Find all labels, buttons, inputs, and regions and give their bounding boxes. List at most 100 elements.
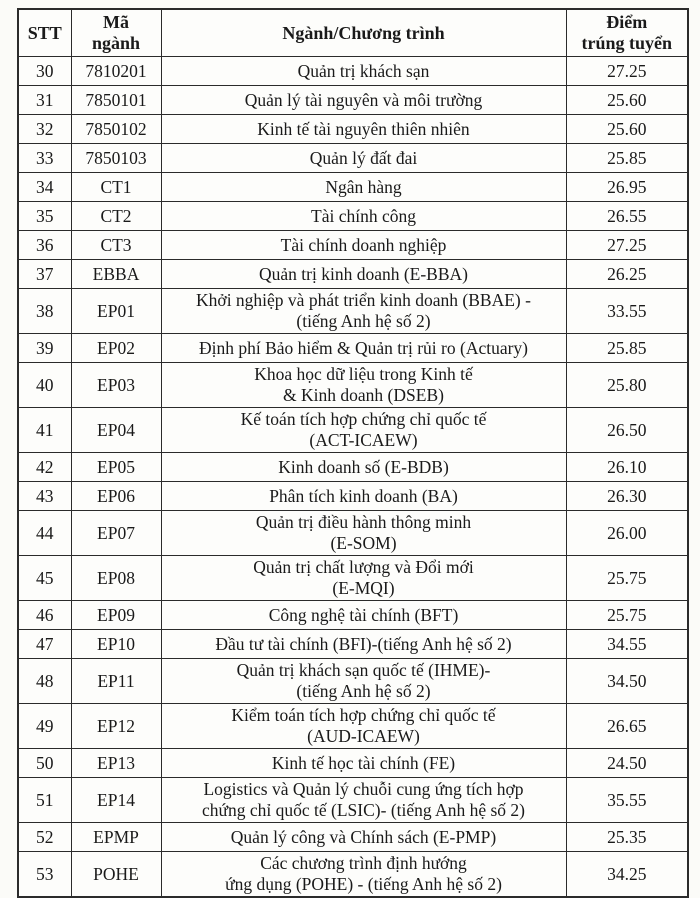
row-program-cell: Đầu tư tài chính (BFI)-(tiếng Anh hệ số …	[160, 629, 567, 659]
row-program-cell: Quản lý đất đai	[160, 143, 567, 173]
row-stt-cell: 33	[17, 143, 72, 173]
row-stt-cell: 45	[17, 555, 72, 601]
table-row: 53 POHE Các chương trình định hướng ứng dụ…	[17, 851, 689, 898]
row-code-cell: 7850103	[70, 143, 162, 173]
row-code-cell: CT2	[70, 201, 162, 231]
row-stt-cell: 36	[17, 230, 72, 260]
row-score-cell: 26.10	[565, 452, 689, 482]
row-score-cell: 27.25	[565, 230, 689, 260]
table-row: 41 EP04 Kế toán tích hợp chứng chỉ quốc tế…	[17, 407, 689, 453]
row-score-cell: 25.80	[565, 362, 689, 408]
row-program-cell: Quản trị kinh doanh (E-BBA)	[160, 259, 567, 289]
row-code-cell: EP03	[70, 362, 162, 408]
row-score-cell: 25.75	[565, 555, 689, 601]
row-stt-cell: 42	[17, 452, 72, 482]
row-stt-cell: 47	[17, 629, 72, 659]
row-stt-cell: 49	[17, 703, 72, 749]
row-program-cell: Kế toán tích hợp chứng chỉ quốc tế (ACT-…	[160, 407, 567, 453]
row-program-cell: Quản trị chất lượng và Đổi mới (E-MQI)	[160, 555, 567, 601]
row-program-cell: Quản lý công và Chính sách (E-PMP)	[160, 822, 567, 852]
row-score-cell: 25.60	[565, 85, 689, 115]
row-stt-cell: 52	[17, 822, 72, 852]
row-stt-cell: 43	[17, 481, 72, 511]
row-program-cell: Quản trị khách sạn quốc tế (IHME)- (tiến…	[160, 658, 567, 704]
table-row: 50 EP13 Kinh tế học tài chính (FE) 24.50	[17, 748, 689, 778]
row-score-cell: 34.50	[565, 658, 689, 704]
table-row: 36 CT3 Tài chính doanh nghiệp 27.25	[17, 230, 689, 260]
table-row: 46 EP09 Công nghệ tài chính (BFT) 25.75	[17, 600, 689, 630]
row-code-cell: CT3	[70, 230, 162, 260]
header-row: STT Mã ngành Ngành/Chương trình Điểm trú…	[17, 8, 689, 57]
row-stt-cell: 38	[17, 288, 72, 334]
row-program-cell: Kinh tế học tài chính (FE)	[160, 748, 567, 778]
table-row: 34 CT1 Ngân hàng 26.95	[17, 172, 689, 202]
row-code-cell: EP13	[70, 748, 162, 778]
table-row: 44 EP07 Quản trị điều hành thông minh (E-S…	[17, 510, 689, 556]
row-stt-cell: 53	[17, 851, 72, 898]
row-code-cell: EP01	[70, 288, 162, 334]
row-stt-cell: 41	[17, 407, 72, 453]
table-row: 31 7850101 Quản lý tài nguyên và môi trườn…	[17, 85, 689, 115]
row-program-cell: Định phí Bảo hiểm & Quản trị rủi ro (Act…	[160, 333, 567, 363]
row-score-cell: 27.25	[565, 56, 689, 86]
table-row: 30 7810201 Quản trị khách sạn 27.25	[17, 56, 689, 86]
table-row: 42 EP05 Kinh doanh số (E-BDB) 26.10	[17, 452, 689, 482]
row-stt-cell: 32	[17, 114, 72, 144]
row-score-cell: 33.55	[565, 288, 689, 334]
row-program-cell: Logistics và Quản lý chuỗi cung ứng tích…	[160, 777, 567, 823]
table-row: 37 EBBA Quản trị kinh doanh (E-BBA) 26.25	[17, 259, 689, 289]
row-score-cell: 25.85	[565, 333, 689, 363]
header-program: Ngành/Chương trình	[160, 8, 567, 57]
table-row: 47 EP10 Đầu tư tài chính (BFI)-(tiếng Anh …	[17, 629, 689, 659]
admission-scores-table: STT Mã ngành Ngành/Chương trình Điểm trú…	[17, 8, 689, 898]
row-code-cell: POHE	[70, 851, 162, 898]
row-code-cell: EP11	[70, 658, 162, 704]
row-score-cell: 26.00	[565, 510, 689, 556]
row-score-cell: 26.65	[565, 703, 689, 749]
row-code-cell: EP06	[70, 481, 162, 511]
row-score-cell: 26.25	[565, 259, 689, 289]
table-row: 33 7850103 Quản lý đất đai 25.85	[17, 143, 689, 173]
row-program-cell: Phân tích kinh doanh (BA)	[160, 481, 567, 511]
row-stt-cell: 44	[17, 510, 72, 556]
row-score-cell: 25.85	[565, 143, 689, 173]
table-row: 43 EP06 Phân tích kinh doanh (BA) 26.30	[17, 481, 689, 511]
row-stt-cell: 30	[17, 56, 72, 86]
row-code-cell: EPMP	[70, 822, 162, 852]
row-program-cell: Công nghệ tài chính (BFT)	[160, 600, 567, 630]
row-code-cell: EP09	[70, 600, 162, 630]
row-stt-cell: 40	[17, 362, 72, 408]
table-row: 38 EP01 Khởi nghiệp và phát triển kinh doa…	[17, 288, 689, 334]
row-score-cell: 26.55	[565, 201, 689, 231]
row-program-cell: Ngân hàng	[160, 172, 567, 202]
row-stt-cell: 31	[17, 85, 72, 115]
row-score-cell: 26.95	[565, 172, 689, 202]
table-row: 32 7850102 Kinh tế tài nguyên thiên nhiên 2…	[17, 114, 689, 144]
row-program-cell: Quản lý tài nguyên và môi trường	[160, 85, 567, 115]
table-row: 35 CT2 Tài chính công 26.55	[17, 201, 689, 231]
row-code-cell: EP14	[70, 777, 162, 823]
header-major-code: Mã ngành	[70, 8, 162, 57]
row-score-cell: 25.75	[565, 600, 689, 630]
row-code-cell: EBBA	[70, 259, 162, 289]
table-row: 52 EPMP Quản lý công và Chính sách (E-PMP)…	[17, 822, 689, 852]
row-program-cell: Khoa học dữ liệu trong Kinh tế & Kinh do…	[160, 362, 567, 408]
row-program-cell: Kinh tế tài nguyên thiên nhiên	[160, 114, 567, 144]
row-code-cell: EP05	[70, 452, 162, 482]
table-row: 48 EP11 Quản trị khách sạn quốc tế (IHME)-…	[17, 658, 689, 704]
row-code-cell: EP02	[70, 333, 162, 363]
row-stt-cell: 34	[17, 172, 72, 202]
row-program-cell: Các chương trình định hướng ứng dụng (PO…	[160, 851, 567, 898]
row-program-cell: Kinh doanh số (E-BDB)	[160, 452, 567, 482]
row-code-cell: CT1	[70, 172, 162, 202]
header-stt: STT	[17, 8, 72, 57]
table-row: 39 EP02 Định phí Bảo hiểm & Quản trị rủi r…	[17, 333, 689, 363]
row-stt-cell: 48	[17, 658, 72, 704]
row-code-cell: 7810201	[70, 56, 162, 86]
row-code-cell: 7850102	[70, 114, 162, 144]
table-row: 40 EP03 Khoa học dữ liệu trong Kinh tế & K…	[17, 362, 689, 408]
row-score-cell: 26.50	[565, 407, 689, 453]
row-stt-cell: 50	[17, 748, 72, 778]
row-stt-cell: 39	[17, 333, 72, 363]
